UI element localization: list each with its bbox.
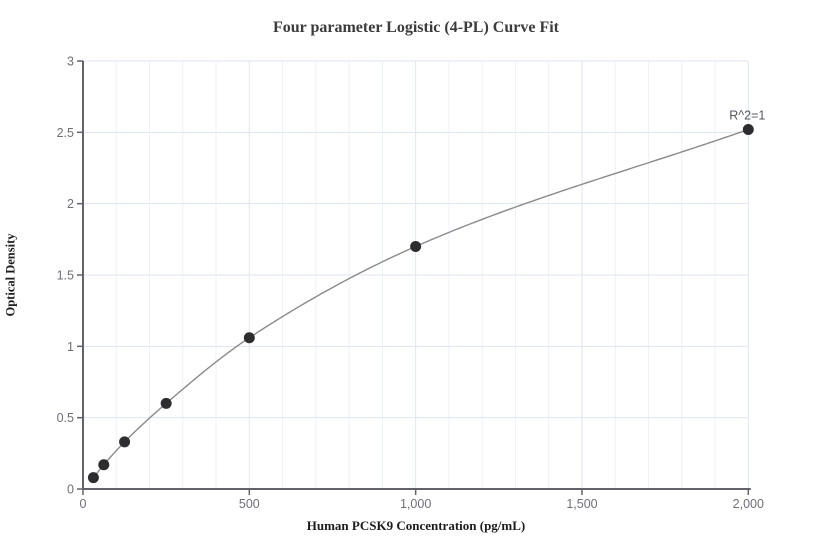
- x-tick-label: 1,000: [400, 497, 431, 511]
- y-tick-label: 1.5: [57, 269, 74, 283]
- y-tick-label: 3: [67, 55, 74, 69]
- y-axis-title: Optical Density: [3, 233, 18, 317]
- data-point: [87, 472, 99, 484]
- y-tick-label: 0.5: [57, 411, 74, 425]
- y-tick-label: 2: [67, 197, 74, 211]
- data-point: [98, 459, 110, 471]
- chart-title: Four parameter Logistic (4-PL) Curve Fit: [272, 19, 560, 36]
- x-tick-label: 1,500: [566, 497, 597, 511]
- data-point: [243, 332, 255, 344]
- data-point: [410, 240, 422, 252]
- data-point: [742, 123, 754, 135]
- x-tick-label: 2,000: [733, 497, 764, 511]
- y-tick-label: 1: [67, 340, 74, 354]
- x-tick-label: 0: [80, 497, 87, 511]
- r-squared-annotation: R^2=1: [729, 108, 765, 122]
- y-tick-label: 2.5: [57, 126, 74, 140]
- x-axis-title: Human PCSK9 Concentration (pg/mL): [306, 518, 526, 533]
- data-point: [160, 397, 172, 409]
- data-point: [119, 436, 131, 448]
- y-tick-label: 0: [67, 483, 74, 497]
- x-tick-label: 500: [239, 497, 260, 511]
- fit-curve: [92, 128, 749, 479]
